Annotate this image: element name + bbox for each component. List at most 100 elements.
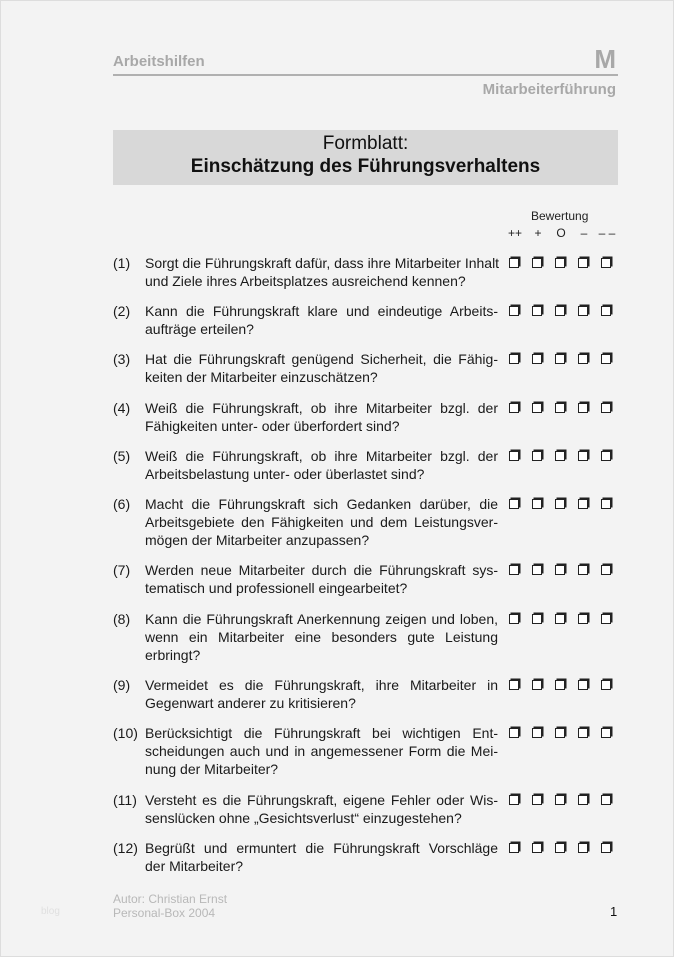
question-number: (12): [113, 840, 138, 856]
rating-checkbox[interactable]: [601, 795, 611, 805]
rating-checkbox[interactable]: [509, 843, 519, 853]
rating-checkbox[interactable]: [578, 354, 588, 364]
rating-checkbox[interactable]: [532, 565, 542, 575]
question-line: der Mitarbeiter?: [145, 858, 244, 874]
rating-checkbox[interactable]: [601, 354, 611, 364]
rating-checkbox[interactable]: [555, 451, 565, 461]
header-section: Arbeitshilfen: [113, 53, 205, 70]
rating-checkbox[interactable]: [601, 499, 611, 509]
rating-checkbox[interactable]: [509, 306, 519, 316]
question-line: Kann die Führungskraft Anerkennung zeige…: [145, 611, 498, 627]
question-number: (5): [113, 448, 131, 464]
question-line: Weiß die Führungskraft, ob ihre Mitarbei…: [145, 448, 498, 464]
question-line: senslücken ohne „Gesichtsverlust“ einzug…: [145, 810, 462, 826]
rating-checkbox[interactable]: [578, 614, 588, 624]
rating-checkbox[interactable]: [578, 843, 588, 853]
rating-checkbox[interactable]: [509, 403, 519, 413]
rating-checkbox[interactable]: [509, 565, 519, 575]
rating-checkbox[interactable]: [532, 451, 542, 461]
rating-checkbox[interactable]: [509, 680, 519, 690]
rating-checkbox[interactable]: [578, 795, 588, 805]
rating-checkbox[interactable]: [532, 795, 542, 805]
rating-checkbox[interactable]: [509, 728, 519, 738]
question-number: (3): [113, 351, 131, 367]
question-text: Weiß die Führungskraft, ob ihre Mitarbei…: [145, 399, 498, 435]
question-line: Arbeitsgebiete den Fähigkeiten und dem L…: [145, 514, 498, 530]
question-line: nung der Mitarbeiter?: [145, 761, 279, 777]
question-line: Werden neue Mitarbeiter durch die Führun…: [145, 562, 498, 578]
rating-checkbox[interactable]: [509, 354, 519, 364]
rating-checkbox[interactable]: [555, 795, 565, 805]
question-text: Begrüßt und ermuntert die Führungskraft …: [145, 839, 498, 875]
scale-label: ++: [507, 226, 522, 240]
rating-checkbox[interactable]: [532, 728, 542, 738]
question-line: tematisch und professionell eingearbeite…: [145, 580, 408, 596]
page-title: Einschätzung des Führungsverhaltens: [190, 156, 541, 177]
question-number: (6): [113, 496, 131, 512]
rating-checkbox[interactable]: [601, 728, 611, 738]
rating-checkbox[interactable]: [578, 680, 588, 690]
question-line: aufträge erteilen?: [145, 321, 254, 337]
rating-checkbox[interactable]: [555, 306, 565, 316]
question-text: Vermeidet es die Führungskraft, ihre Mit…: [145, 676, 498, 712]
question-line: Begrüßt und ermuntert die Führungskraft …: [145, 840, 498, 856]
question-line: Hat die Führungskraft genügend Sicherhei…: [145, 351, 498, 367]
question-line: Fähigkeiten unter- oder überfordert sind…: [145, 418, 400, 434]
rating-checkbox[interactable]: [555, 258, 565, 268]
rating-checkbox[interactable]: [509, 258, 519, 268]
question-line: Kann die Führungskraft klare und eindeut…: [145, 303, 498, 319]
rating-checkbox[interactable]: [578, 258, 588, 268]
question-number: (2): [113, 303, 131, 319]
rating-checkbox[interactable]: [601, 843, 611, 853]
rating-checkbox[interactable]: [509, 499, 519, 509]
rating-checkbox[interactable]: [555, 403, 565, 413]
rating-checkbox[interactable]: [578, 306, 588, 316]
rating-checkbox[interactable]: [578, 499, 588, 509]
rating-checkbox[interactable]: [532, 354, 542, 364]
rating-checkbox[interactable]: [578, 565, 588, 575]
rating-checkbox[interactable]: [578, 451, 588, 461]
rating-checkbox[interactable]: [532, 258, 542, 268]
rating-checkbox[interactable]: [555, 728, 565, 738]
rating-checkbox[interactable]: [578, 403, 588, 413]
rating-checkbox[interactable]: [509, 451, 519, 461]
rating-checkbox[interactable]: [532, 680, 542, 690]
question-number: (4): [113, 400, 131, 416]
rating-checkbox[interactable]: [532, 306, 542, 316]
rating-checkbox[interactable]: [555, 499, 565, 509]
question-line: Versteht es die Führungskraft, eigene Fe…: [145, 792, 498, 808]
rating-checkbox[interactable]: [555, 614, 565, 624]
question-line: scheidungen auch und in angemessener For…: [145, 743, 498, 759]
rating-checkbox[interactable]: [555, 843, 565, 853]
question-text: Versteht es die Führungskraft, eigene Fe…: [145, 791, 498, 827]
rating-checkbox[interactable]: [532, 499, 542, 509]
rating-checkbox[interactable]: [601, 680, 611, 690]
rating-checkbox[interactable]: [555, 680, 565, 690]
rating-checkbox[interactable]: [532, 403, 542, 413]
rating-checkbox[interactable]: [601, 403, 611, 413]
footer-source: Personal-Box 2004: [113, 906, 216, 920]
question-text: Weiß die Führungskraft, ob ihre Mitarbei…: [145, 447, 498, 483]
rating-checkbox[interactable]: [532, 614, 542, 624]
rating-checkbox[interactable]: [578, 728, 588, 738]
rating-checkbox[interactable]: [555, 565, 565, 575]
header-letter: M: [594, 44, 616, 74]
rating-checkbox[interactable]: [532, 843, 542, 853]
rating-checkbox[interactable]: [509, 795, 519, 805]
scale-label: – –: [598, 226, 616, 240]
rating-checkbox[interactable]: [601, 614, 611, 624]
watermark: blog: [41, 906, 60, 917]
rating-checkbox[interactable]: [601, 258, 611, 268]
question-number: (7): [113, 562, 131, 578]
rating-checkbox[interactable]: [601, 451, 611, 461]
rating-checkbox[interactable]: [601, 306, 611, 316]
page-number: 1: [610, 904, 618, 919]
rating-checkbox[interactable]: [601, 565, 611, 575]
question-line: Macht die Führungskraft sich Gedanken da…: [145, 496, 498, 512]
question-text: Kann die Führungskraft Anerkennung zeige…: [145, 610, 498, 664]
question-text: Werden neue Mitarbeiter durch die Führun…: [145, 561, 498, 597]
rating-checkbox[interactable]: [509, 614, 519, 624]
question-line: keiten der Mitarbeiter einzuschätzen?: [145, 369, 378, 385]
question-line: Arbeitsbelastung unter- oder überlastet …: [145, 466, 425, 482]
rating-checkbox[interactable]: [555, 354, 565, 364]
